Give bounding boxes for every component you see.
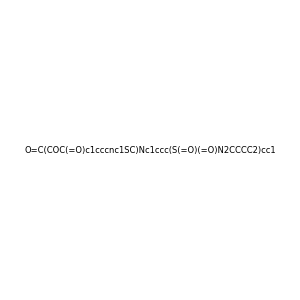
Text: O=C(COC(=O)c1cccnc1SC)Nc1ccc(S(=O)(=O)N2CCCC2)cc1: O=C(COC(=O)c1cccnc1SC)Nc1ccc(S(=O)(=O)N2… (24, 146, 276, 154)
